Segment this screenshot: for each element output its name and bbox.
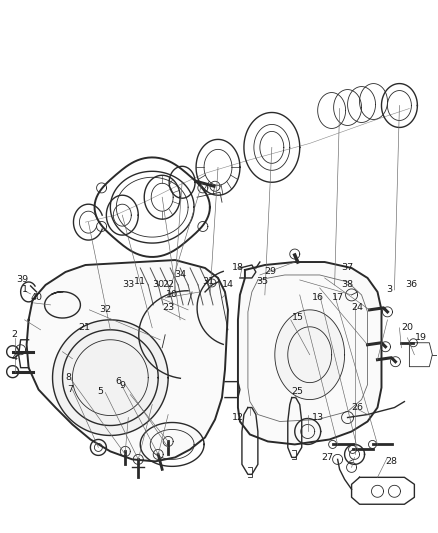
Text: 36: 36 bbox=[405, 280, 417, 289]
Text: 29: 29 bbox=[264, 268, 276, 277]
Text: 4: 4 bbox=[12, 353, 18, 362]
Text: 18: 18 bbox=[232, 263, 244, 272]
Text: 26: 26 bbox=[352, 403, 364, 412]
Text: 40: 40 bbox=[31, 293, 42, 302]
Text: 27: 27 bbox=[321, 453, 334, 462]
Text: 19: 19 bbox=[415, 333, 427, 342]
Text: 10: 10 bbox=[166, 290, 178, 300]
Text: 13: 13 bbox=[311, 413, 324, 422]
Polygon shape bbox=[275, 310, 345, 400]
Polygon shape bbox=[53, 320, 168, 435]
Text: 9: 9 bbox=[119, 381, 125, 390]
Text: 28: 28 bbox=[385, 457, 397, 466]
Text: 7: 7 bbox=[67, 385, 74, 394]
Text: 8: 8 bbox=[65, 373, 71, 382]
Text: 35: 35 bbox=[256, 278, 268, 286]
Text: 30: 30 bbox=[152, 280, 164, 289]
Polygon shape bbox=[238, 262, 381, 445]
Text: 3: 3 bbox=[386, 286, 392, 294]
Text: 5: 5 bbox=[97, 387, 103, 396]
Text: 39: 39 bbox=[17, 276, 28, 285]
Text: 20: 20 bbox=[401, 324, 413, 332]
Text: 22: 22 bbox=[162, 280, 174, 289]
Polygon shape bbox=[27, 260, 228, 462]
Text: 11: 11 bbox=[134, 278, 146, 286]
Text: 17: 17 bbox=[332, 293, 344, 302]
Text: 25: 25 bbox=[292, 387, 304, 396]
Text: 6: 6 bbox=[115, 377, 121, 386]
Text: 34: 34 bbox=[174, 270, 186, 279]
Text: 23: 23 bbox=[162, 303, 174, 312]
Text: 2: 2 bbox=[12, 330, 18, 340]
Text: 15: 15 bbox=[292, 313, 304, 322]
Text: 24: 24 bbox=[352, 303, 364, 312]
Text: 12: 12 bbox=[232, 413, 244, 422]
Text: 16: 16 bbox=[312, 293, 324, 302]
Text: 38: 38 bbox=[342, 280, 353, 289]
Text: 14: 14 bbox=[222, 280, 234, 289]
Text: 1: 1 bbox=[21, 286, 28, 294]
Text: 32: 32 bbox=[99, 305, 111, 314]
Text: 21: 21 bbox=[78, 324, 90, 332]
Text: 31: 31 bbox=[202, 278, 214, 286]
Text: 37: 37 bbox=[342, 263, 353, 272]
Text: 33: 33 bbox=[122, 280, 134, 289]
